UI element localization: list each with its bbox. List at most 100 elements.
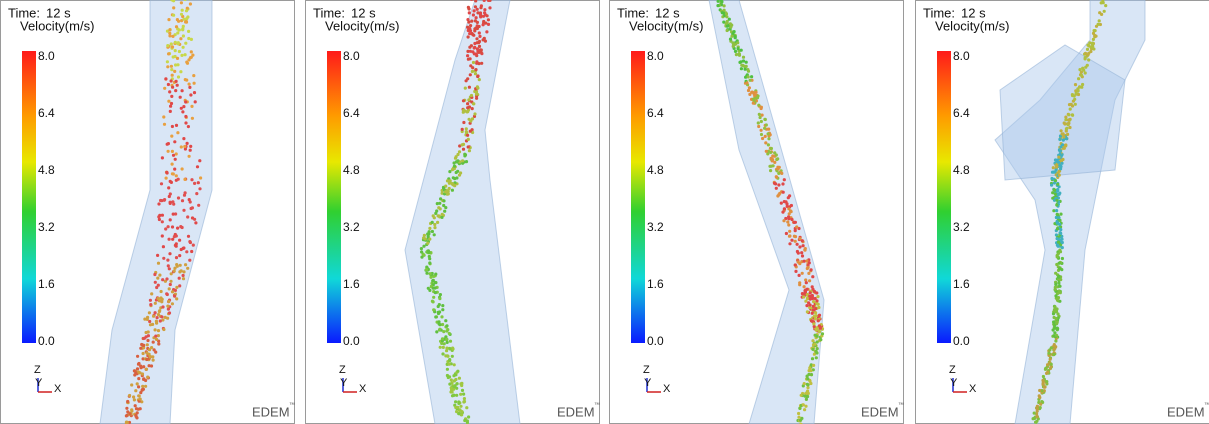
particle	[722, 8, 726, 12]
particle	[1090, 42, 1095, 47]
particle	[474, 16, 478, 20]
particle	[456, 159, 460, 163]
particle	[166, 316, 170, 320]
particle	[1032, 411, 1036, 415]
particle	[793, 263, 797, 267]
particle	[1057, 216, 1061, 220]
particle	[472, 9, 476, 13]
particle	[426, 241, 430, 245]
particle	[428, 257, 432, 261]
particle	[466, 110, 470, 114]
particle	[447, 331, 451, 336]
particle	[473, 5, 477, 9]
particle	[1035, 419, 1039, 423]
particle	[1102, 9, 1106, 13]
particle	[1091, 31, 1096, 35]
particle	[470, 69, 474, 74]
particle	[191, 53, 195, 57]
scale-label: 6.4	[647, 106, 664, 120]
particle	[759, 132, 764, 137]
particle	[461, 110, 465, 114]
particle	[448, 382, 452, 386]
particle	[1049, 364, 1053, 369]
particle	[165, 60, 169, 64]
particle	[1073, 102, 1077, 106]
particle	[797, 415, 801, 419]
particle	[445, 179, 450, 183]
scale-label: 0.0	[343, 334, 360, 348]
color-bar	[937, 51, 951, 343]
particle	[433, 222, 437, 227]
particle	[126, 399, 130, 404]
particle	[141, 357, 145, 361]
particle	[471, 102, 476, 106]
particle	[807, 261, 811, 265]
particle	[811, 339, 815, 343]
particle	[147, 348, 152, 352]
particle	[777, 183, 781, 187]
particle	[1060, 161, 1064, 165]
particle	[157, 217, 161, 222]
particle	[189, 50, 193, 54]
particle	[797, 226, 801, 231]
particle	[1093, 29, 1097, 33]
particle	[422, 244, 426, 248]
particle	[185, 61, 190, 65]
scale-label: 8.0	[647, 49, 664, 63]
particle	[764, 123, 768, 127]
particle	[808, 279, 812, 283]
particle	[716, 4, 720, 8]
particle	[1053, 179, 1058, 183]
particle	[1091, 37, 1095, 42]
particle	[767, 127, 771, 131]
particle	[166, 82, 170, 87]
particle	[471, 33, 475, 37]
particle	[448, 179, 452, 183]
particle	[168, 31, 172, 35]
axis-z-label: Z	[949, 364, 956, 376]
particle	[774, 153, 778, 157]
particle	[145, 343, 149, 347]
particle	[1065, 126, 1069, 130]
particle	[459, 392, 463, 396]
particle	[809, 319, 814, 323]
particle	[464, 160, 469, 164]
particle	[1067, 113, 1071, 117]
scale-label: 4.8	[647, 163, 664, 177]
particle	[1079, 73, 1084, 77]
particle	[782, 200, 786, 204]
particle	[1078, 68, 1082, 72]
particle	[1056, 196, 1060, 200]
particle	[459, 404, 463, 408]
particle	[434, 281, 438, 285]
particle	[170, 45, 175, 49]
particle	[811, 296, 815, 301]
particle	[162, 327, 166, 332]
particle	[167, 194, 171, 199]
axis-y-label: Y	[35, 377, 43, 389]
particle	[183, 53, 187, 57]
chute	[404, 0, 521, 424]
particle	[125, 406, 129, 410]
particle	[1055, 198, 1059, 202]
particle	[444, 190, 448, 194]
particle	[1104, 4, 1108, 8]
particle	[169, 79, 173, 83]
particle	[166, 149, 170, 153]
particle	[800, 254, 805, 258]
particle	[813, 342, 817, 346]
particle	[168, 90, 172, 94]
particle	[172, 6, 176, 10]
particle	[168, 201, 172, 205]
particle	[465, 406, 469, 410]
particle	[474, 0, 478, 3]
particle	[815, 328, 819, 332]
particle	[173, 266, 177, 270]
particle	[1052, 353, 1056, 357]
particle	[793, 229, 797, 233]
particle	[784, 231, 788, 236]
particle	[1067, 121, 1071, 125]
particle	[194, 221, 198, 225]
particle	[440, 215, 444, 219]
scale-label: 4.8	[343, 163, 360, 177]
